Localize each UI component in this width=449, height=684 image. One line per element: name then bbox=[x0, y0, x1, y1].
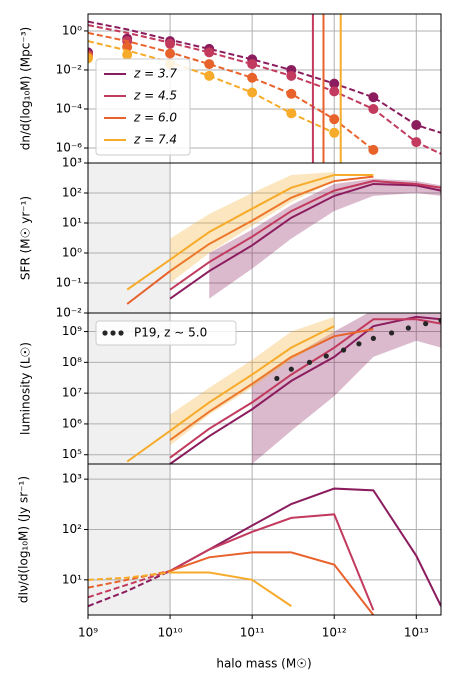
marker bbox=[286, 70, 297, 81]
y-tick-label: 10⁰ bbox=[62, 23, 82, 37]
legend-label: z = 7.4 bbox=[133, 133, 177, 147]
marker bbox=[329, 86, 340, 97]
line bbox=[126, 175, 374, 305]
x-tick-label: 10¹⁰ bbox=[158, 626, 183, 640]
marker bbox=[204, 59, 215, 70]
line bbox=[88, 570, 171, 599]
marker bbox=[286, 108, 297, 119]
y-tick-label: 10⁻² bbox=[56, 62, 83, 76]
y-tick-label: 10² bbox=[62, 522, 82, 536]
y-tick-label: 10² bbox=[62, 186, 82, 200]
y-tick-label: 10⁻⁶ bbox=[56, 140, 83, 154]
line bbox=[88, 571, 171, 581]
line bbox=[169, 318, 441, 459]
observation-point bbox=[388, 330, 395, 336]
y-tick-label: 10⁸ bbox=[62, 355, 82, 369]
line bbox=[170, 571, 292, 607]
line bbox=[169, 180, 441, 291]
marker bbox=[411, 137, 422, 148]
y-axis-label: SFR (M☉ yr⁻¹) bbox=[19, 196, 33, 280]
line bbox=[169, 551, 375, 615]
marker bbox=[411, 120, 422, 131]
shaded-region bbox=[88, 464, 171, 615]
line bbox=[169, 182, 441, 300]
panel-frame bbox=[87, 463, 442, 616]
uncertainty-band bbox=[170, 316, 335, 446]
marker bbox=[165, 38, 176, 49]
x-tick-label: 10¹² bbox=[322, 626, 347, 640]
line bbox=[126, 325, 335, 463]
legend-marker bbox=[110, 330, 116, 336]
marker bbox=[165, 48, 176, 59]
legend-marker bbox=[118, 330, 124, 336]
y-tick-label: 10³ bbox=[62, 472, 82, 486]
line bbox=[88, 570, 171, 608]
x-tick-label: 10¹³ bbox=[404, 626, 429, 640]
marker bbox=[247, 72, 258, 83]
legend-label: z = 6.0 bbox=[133, 111, 177, 125]
y-tick-label: 10⁹ bbox=[62, 324, 82, 338]
line bbox=[88, 31, 374, 151]
line bbox=[169, 487, 441, 607]
observation-point bbox=[423, 321, 429, 327]
marker bbox=[368, 92, 379, 103]
observation-point bbox=[356, 341, 362, 347]
y-tick-label: 10⁶ bbox=[62, 416, 82, 430]
marker bbox=[204, 70, 215, 81]
marker bbox=[329, 127, 340, 138]
legend-label: z = 4.5 bbox=[133, 89, 177, 103]
y-tick-label: 10³ bbox=[62, 156, 82, 170]
y-axis-label: dn/d(log₁₀M) (Mpc⁻³) bbox=[19, 27, 33, 150]
marker bbox=[204, 47, 215, 58]
observation-point bbox=[306, 359, 313, 365]
y-tick-label: 10⁻² bbox=[56, 306, 83, 320]
y-tick-label: 10⁻¹ bbox=[56, 276, 83, 290]
legend-box bbox=[95, 58, 191, 156]
marker bbox=[329, 114, 340, 125]
panel bbox=[88, 163, 441, 313]
y-tick-label: 10¹ bbox=[62, 572, 82, 586]
marker bbox=[368, 144, 379, 155]
shaded-region bbox=[88, 163, 171, 313]
y-axis-label: luminosity (L☉) bbox=[19, 342, 33, 435]
legend-label: P19, z ∼ 5.0 bbox=[134, 326, 207, 340]
x-tick-label: 10⁹ bbox=[78, 626, 98, 640]
observation-point bbox=[340, 347, 347, 353]
marker bbox=[247, 87, 258, 98]
marker bbox=[368, 103, 379, 114]
legend-marker bbox=[102, 330, 108, 336]
uncertainty-band bbox=[209, 178, 441, 299]
observation-point bbox=[438, 317, 441, 324]
y-tick-label: 10⁰ bbox=[62, 246, 82, 260]
line bbox=[88, 24, 441, 155]
x-tick-label: 10¹¹ bbox=[240, 626, 265, 640]
line bbox=[169, 328, 374, 441]
marker bbox=[122, 49, 133, 60]
observation-point bbox=[274, 375, 280, 382]
y-tick-label: 10¹ bbox=[62, 216, 82, 230]
line bbox=[126, 173, 374, 291]
legend-label: z = 3.7 bbox=[133, 67, 177, 81]
y-tick-label: 10⁻⁴ bbox=[56, 101, 83, 115]
panel bbox=[88, 464, 441, 615]
line bbox=[88, 569, 171, 589]
uncertainty-band bbox=[170, 172, 335, 283]
y-axis-label: dIν/d(log₁₀M) (Jy sr⁻¹) bbox=[17, 476, 31, 603]
y-tick-label: 10⁷ bbox=[62, 386, 82, 400]
marker bbox=[329, 78, 340, 89]
uncertainty-band bbox=[252, 313, 441, 464]
marker bbox=[286, 88, 297, 99]
observation-point bbox=[370, 335, 376, 341]
line bbox=[169, 513, 375, 611]
marker bbox=[88, 53, 93, 64]
observation-point bbox=[323, 353, 329, 359]
observation-point bbox=[288, 366, 294, 372]
marker bbox=[247, 59, 258, 70]
legend-box bbox=[95, 320, 237, 346]
x-axis-label: halo mass (M☉) bbox=[216, 657, 311, 671]
y-tick-label: 10⁵ bbox=[62, 447, 82, 461]
observation-point bbox=[405, 325, 411, 331]
